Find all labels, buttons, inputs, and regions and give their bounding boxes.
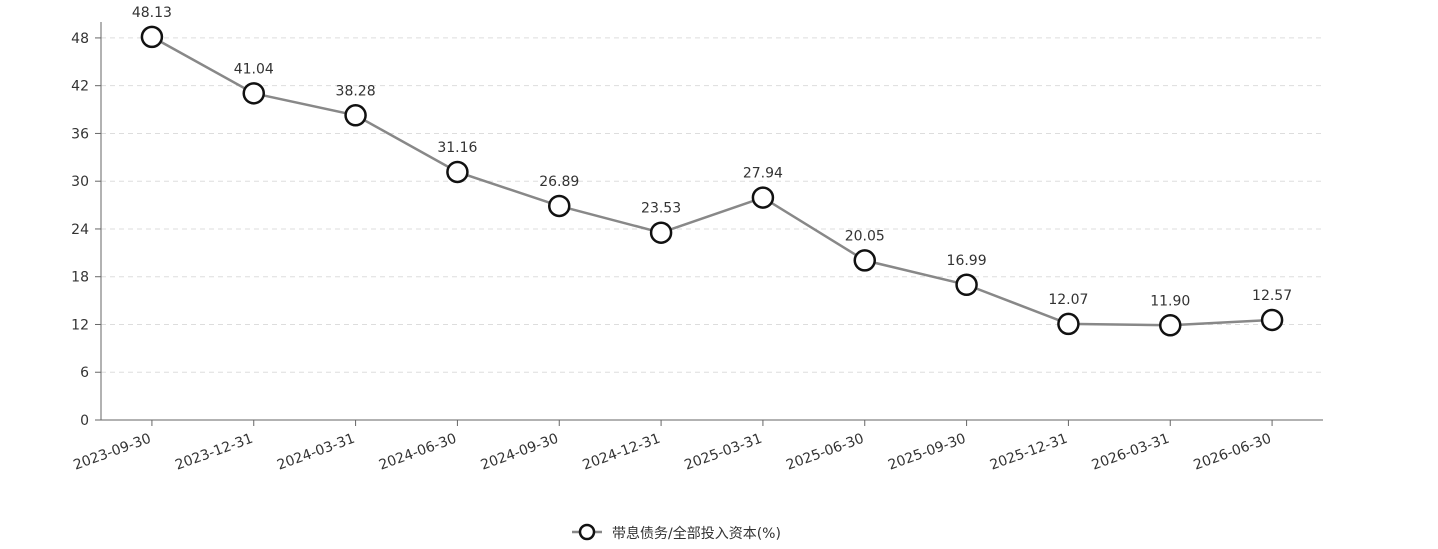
x-tick-label: 2023-12-31 xyxy=(173,431,255,474)
x-tick-label: 2024-12-31 xyxy=(581,431,663,474)
y-tick-label: 30 xyxy=(71,174,89,190)
x-tick-label: 2025-06-30 xyxy=(784,431,866,474)
value-label: 20.05 xyxy=(845,228,885,244)
point xyxy=(955,273,978,297)
point xyxy=(344,104,367,127)
value-label: 27.94 xyxy=(743,166,783,182)
value-label: 12.07 xyxy=(1048,292,1088,308)
value-label: 16.99 xyxy=(947,253,987,269)
y-tick-label: 0 xyxy=(80,413,89,429)
y-tick-label: 42 xyxy=(71,79,89,95)
x-tick-label: 2026-06-30 xyxy=(1192,431,1274,474)
point xyxy=(1159,314,1182,337)
x-tick-label: 2025-03-31 xyxy=(682,431,764,474)
value-label: 26.89 xyxy=(539,174,579,190)
point xyxy=(649,221,673,244)
point xyxy=(242,82,265,105)
value-label: 23.53 xyxy=(641,201,681,217)
x-tick-label: 2025-09-30 xyxy=(886,431,968,474)
x-tick-label: 2026-03-31 xyxy=(1090,431,1172,474)
y-tick-label: 48 xyxy=(71,31,89,47)
point xyxy=(548,194,571,218)
value-label: 11.90 xyxy=(1150,293,1190,309)
x-tick-label: 2024-06-30 xyxy=(377,431,459,474)
value-label: 38.28 xyxy=(336,83,376,99)
y-tick-label: 6 xyxy=(80,365,89,381)
y-tick-label: 36 xyxy=(71,126,89,142)
point xyxy=(751,186,775,209)
legend-marker xyxy=(578,523,596,541)
y-tick-label: 12 xyxy=(71,317,89,333)
point xyxy=(446,160,469,184)
point xyxy=(140,25,164,49)
x-tick-label: 2025-12-31 xyxy=(988,431,1070,474)
x-tick-label: 2024-03-31 xyxy=(275,431,357,474)
value-label: 31.16 xyxy=(437,140,477,156)
x-tick-label: 2024-09-30 xyxy=(479,431,561,474)
x-tick-label: 2023-09-30 xyxy=(71,431,153,474)
legend-label: 带息债务/全部投入资本(%) xyxy=(612,525,781,542)
y-tick-label: 18 xyxy=(71,270,89,286)
value-label: 12.57 xyxy=(1252,288,1292,304)
y-tick-label: 24 xyxy=(71,222,89,238)
point xyxy=(853,249,876,272)
point xyxy=(1260,308,1284,332)
value-label: 48.13 xyxy=(132,5,172,21)
point xyxy=(1057,312,1080,336)
value-label: 41.04 xyxy=(234,61,274,77)
series-line xyxy=(151,35,1273,327)
